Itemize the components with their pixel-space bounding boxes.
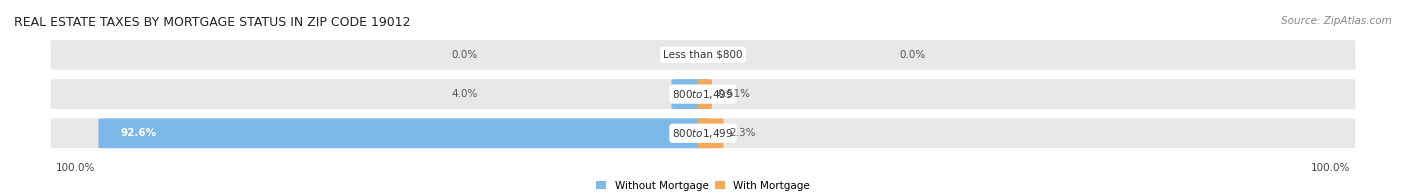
- FancyBboxPatch shape: [697, 118, 724, 148]
- Text: $800 to $1,499: $800 to $1,499: [672, 127, 734, 140]
- Text: 100.0%: 100.0%: [1310, 163, 1350, 173]
- Text: 4.0%: 4.0%: [451, 89, 478, 99]
- FancyBboxPatch shape: [51, 118, 1355, 148]
- FancyBboxPatch shape: [697, 79, 711, 109]
- Text: 92.6%: 92.6%: [121, 128, 157, 138]
- Text: Source: ZipAtlas.com: Source: ZipAtlas.com: [1281, 16, 1392, 26]
- Text: 0.0%: 0.0%: [451, 50, 478, 60]
- FancyBboxPatch shape: [51, 40, 1355, 70]
- Text: REAL ESTATE TAXES BY MORTGAGE STATUS IN ZIP CODE 19012: REAL ESTATE TAXES BY MORTGAGE STATUS IN …: [14, 16, 411, 29]
- FancyBboxPatch shape: [51, 79, 1355, 109]
- Text: $800 to $1,499: $800 to $1,499: [672, 88, 734, 101]
- FancyBboxPatch shape: [672, 79, 709, 109]
- Text: 2.3%: 2.3%: [730, 128, 755, 138]
- Text: 0.0%: 0.0%: [900, 50, 927, 60]
- Text: 0.51%: 0.51%: [717, 89, 751, 99]
- Text: 100.0%: 100.0%: [56, 163, 96, 173]
- Legend: Without Mortgage, With Mortgage: Without Mortgage, With Mortgage: [596, 181, 810, 191]
- FancyBboxPatch shape: [98, 118, 709, 148]
- Text: Less than $800: Less than $800: [664, 50, 742, 60]
